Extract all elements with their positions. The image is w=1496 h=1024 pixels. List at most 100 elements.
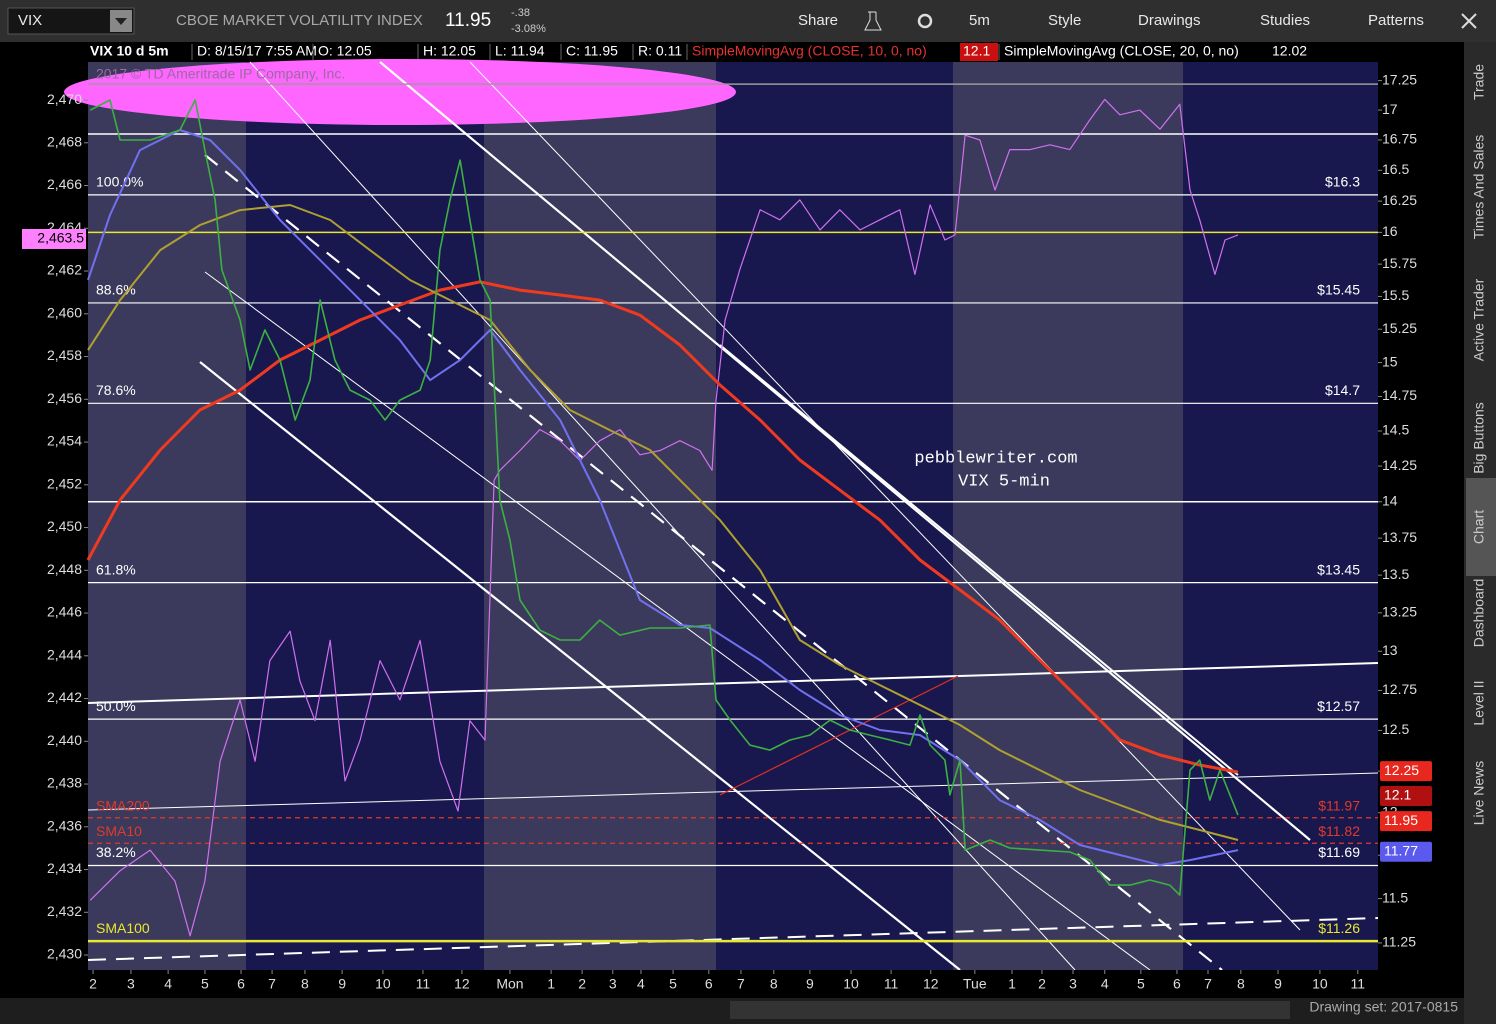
y2-tick-label: 14: [1382, 492, 1398, 508]
value-bg: [960, 43, 998, 61]
y2-tick-label: 13.75: [1382, 529, 1417, 545]
x-tick-label: 7: [268, 976, 276, 992]
header-item: D: 8/15/17 7:55 AM: [197, 43, 317, 59]
y2-tick-label: 15.75: [1382, 255, 1417, 271]
channel-line: [204, 154, 1223, 971]
side-tabs: Trade Times And Sales Active Trader Big But…: [1466, 64, 1496, 826]
annotation: VIX 5-min: [958, 472, 1050, 491]
series-line: [89, 98, 1239, 937]
side-tab[interactable]: Live News: [1471, 761, 1487, 826]
x-tick-label: 8: [301, 976, 309, 992]
y2-tick-label: 11.5: [1382, 889, 1408, 905]
side-tab[interactable]: Big Buttons: [1471, 402, 1487, 474]
session-shade: [484, 62, 716, 970]
share-button[interactable]: Share: [798, 12, 838, 29]
y-tick-label: 2,446: [47, 604, 82, 620]
x-tick-label: 10: [375, 976, 391, 992]
x-tick-label: 10: [843, 976, 859, 992]
header-item: O: 12.05: [318, 43, 372, 59]
sma-name: SMA10: [96, 823, 142, 839]
x-tick-label: 7: [1204, 976, 1212, 992]
x-tick-label: 6: [705, 976, 713, 992]
side-tab[interactable]: Chart: [1471, 510, 1487, 544]
y2-tick-label: 13.25: [1382, 604, 1417, 620]
y2-tick-label: 14.25: [1382, 457, 1417, 473]
symbol[interactable]: VIX: [18, 12, 42, 29]
y-tick-label: 2,448: [47, 561, 82, 577]
y2-tick-label: 14.75: [1382, 387, 1417, 403]
change-pct: -3.08%: [511, 23, 546, 35]
y-tick-label: 2,454: [47, 433, 82, 449]
fib-label: $14.7: [1325, 382, 1360, 398]
header-item: 12.1: [963, 43, 990, 59]
side-tab[interactable]: Dashboard: [1471, 579, 1487, 648]
x-tick-label: 7: [737, 976, 745, 992]
fib-label: $13.45: [1317, 561, 1360, 577]
sma-label: $11.82: [1318, 823, 1360, 839]
side-tab[interactable]: Active Trader: [1471, 278, 1487, 361]
channel-line: [719, 344, 1239, 776]
style-button[interactable]: Style: [1048, 12, 1081, 29]
x-tick-label: 12: [923, 976, 939, 992]
side-tab[interactable]: Trade: [1471, 64, 1487, 100]
header: VIX 10 d 5m D: 8/15/17 7:55 AM O: 12.05 H: …: [90, 43, 1307, 61]
header-item: VIX 10 d 5m: [90, 43, 169, 59]
header-item: SimpleMovingAvg (CLOSE, 20, 0, no): [1004, 43, 1239, 59]
price-box-label: 12.25: [1384, 762, 1419, 778]
study-bg: [690, 43, 958, 61]
y-tick-label: 2,460: [47, 304, 82, 320]
patterns-button[interactable]: Patterns: [1368, 12, 1424, 29]
y-tick-label: 2,470: [47, 91, 82, 107]
close-icon[interactable]: [1461, 13, 1477, 29]
drawings-button[interactable]: Drawings: [1138, 12, 1201, 29]
y-tick-label: 2,462: [47, 262, 82, 278]
x-tick-label: 2: [578, 976, 586, 992]
fib-label: $15.45: [1317, 282, 1360, 298]
toolbar: [0, 0, 1496, 42]
sma-label: $11.97: [1318, 797, 1360, 813]
session-shade: [88, 62, 246, 970]
side-tab[interactable]: Level II: [1471, 680, 1487, 725]
y2-tick-label: 13: [1382, 642, 1398, 658]
y-tick-label: 2,434: [47, 860, 82, 876]
price-box: [1380, 785, 1432, 806]
y2-tick-label: 11.25: [1382, 934, 1416, 950]
timeframe-button[interactable]: 5m: [969, 12, 990, 29]
header-item: R: 0.11: [638, 43, 682, 59]
x-tick-label: 3: [609, 976, 617, 992]
trend-lines: [87, 61, 1379, 971]
y-tick-label: 2,438: [47, 775, 82, 791]
studies-button[interactable]: Studies: [1260, 12, 1310, 29]
x-tick-label: 5: [1137, 976, 1145, 992]
side-tab[interactable]: Times And Sales: [1471, 135, 1487, 240]
support-line: [87, 772, 1379, 811]
x-tick-label: 1: [547, 976, 555, 992]
fib-label: $11.26: [1318, 920, 1360, 936]
header-item: 12.02: [1272, 43, 1307, 59]
y-tick-label: 2,466: [47, 176, 82, 192]
y-tick-label: 2,452: [47, 475, 82, 491]
fib-label: $12.57: [1317, 698, 1360, 714]
support-line: [87, 917, 1379, 961]
active-tab[interactable]: [1466, 478, 1496, 576]
channel-line: [249, 61, 1076, 971]
y-tick-label: 2,450: [47, 518, 82, 534]
x-tick-label: 11: [416, 976, 431, 992]
flask-icon[interactable]: [864, 11, 882, 31]
price-box: [1380, 761, 1432, 782]
annotation: pebblewriter.com: [914, 449, 1077, 468]
header-item: H: 12.05: [423, 43, 476, 59]
channel-line: [199, 361, 961, 971]
settings-icon[interactable]: [917, 13, 933, 29]
scroll-thumb[interactable]: [730, 1001, 1290, 1019]
y2-tick-label: 14.5: [1382, 422, 1409, 438]
x-tick-label: 2: [1038, 976, 1046, 992]
price-box: [1380, 841, 1432, 862]
y2-tick-label: 15: [1382, 353, 1398, 369]
price-box: [1380, 811, 1432, 832]
fib-name: 50.0%: [96, 698, 136, 714]
dropdown-arrow: [115, 18, 127, 25]
x-tick-label: 12: [454, 976, 470, 992]
y2-tick-label: 13.5: [1382, 566, 1409, 582]
price-box-label: 11.77: [1384, 842, 1418, 858]
